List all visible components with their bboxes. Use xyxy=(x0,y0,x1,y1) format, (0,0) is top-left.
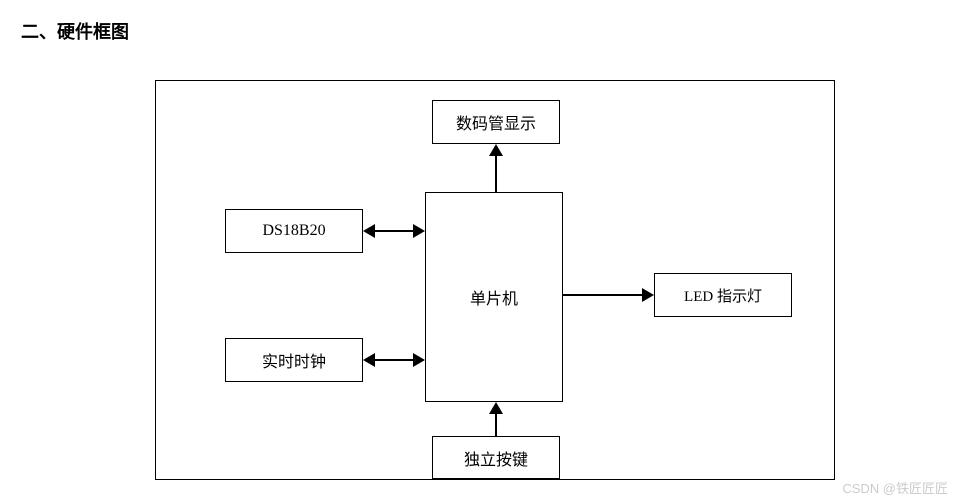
node-ds18b20: DS18B20 xyxy=(225,209,363,253)
arrowhead-left-rtc_to_mcu xyxy=(363,353,375,367)
arrow-line-rtc_to_mcu xyxy=(373,359,415,361)
arrow-line-top_to_mcu xyxy=(495,154,497,192)
node-mcu: 单片机 xyxy=(425,192,563,402)
arrow-line-ds18b20_to_mcu xyxy=(373,230,415,232)
node-buttons-label: 独立按键 xyxy=(464,446,528,470)
node-ds18b20-label: DS18B20 xyxy=(262,222,325,240)
node-top-display: 数码管显示 xyxy=(432,100,560,144)
arrowhead-top_to_mcu xyxy=(489,144,503,156)
arrow-line-mcu_to_led xyxy=(563,294,644,296)
arrow-line-bottom_to_mcu xyxy=(495,412,497,436)
watermark: CSDN @铁匠匠匠 xyxy=(842,478,948,497)
node-rtc-label: 实时时钟 xyxy=(262,348,326,372)
node-rtc: 实时时钟 xyxy=(225,338,363,382)
heading-text: 二、硬件框图 xyxy=(21,22,129,42)
node-buttons: 独立按键 xyxy=(432,436,560,479)
node-led-label: LED 指示灯 xyxy=(684,285,762,306)
arrowhead-left-ds18b20_to_mcu xyxy=(363,224,375,238)
arrowhead-right-rtc_to_mcu xyxy=(413,353,425,367)
node-led: LED 指示灯 xyxy=(654,273,792,317)
arrowhead-right-ds18b20_to_mcu xyxy=(413,224,425,238)
arrowhead-bottom_to_mcu xyxy=(489,402,503,414)
node-mcu-label: 单片机 xyxy=(470,285,518,309)
watermark-text: CSDN @铁匠匠匠 xyxy=(842,481,948,496)
node-top-display-label: 数码管显示 xyxy=(456,110,536,134)
section-heading: 二、硬件框图 xyxy=(21,18,129,44)
arrowhead-mcu_to_led xyxy=(642,288,654,302)
